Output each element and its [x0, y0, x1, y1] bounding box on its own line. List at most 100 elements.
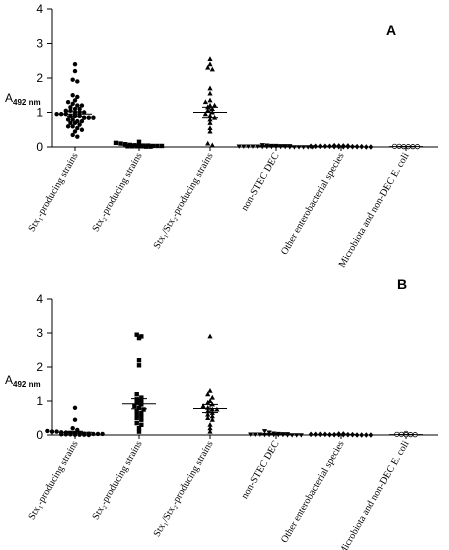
- data-point: [359, 432, 365, 438]
- data-point: [82, 432, 87, 437]
- data-point: [308, 143, 314, 150]
- data-point: [368, 144, 374, 150]
- data-group: [193, 56, 227, 148]
- data-point: [134, 420, 139, 426]
- data-point: [207, 425, 213, 431]
- data-point: [136, 426, 142, 431]
- data-point: [209, 406, 215, 412]
- data-point: [75, 94, 80, 100]
- data-point: [207, 90, 213, 96]
- data-point: [308, 431, 314, 438]
- data-point: [209, 106, 215, 112]
- data-point: [207, 333, 213, 339]
- data-point: [75, 125, 80, 131]
- data-point: [65, 124, 71, 129]
- data-point: [75, 79, 80, 84]
- data-group: [193, 333, 227, 434]
- data-point: [77, 106, 82, 112]
- data-group: [308, 142, 374, 150]
- data-point: [72, 68, 78, 74]
- data-point: [123, 142, 128, 147]
- x-category-label: Microbiota and non-DEC E. coli: [337, 151, 412, 270]
- data-point: [148, 144, 153, 149]
- data-point: [118, 141, 123, 146]
- data-point: [134, 332, 139, 337]
- data-point: [79, 103, 85, 108]
- x-category-label: Microbiota and non-DEC E. coli: [337, 439, 412, 550]
- data-point: [139, 395, 144, 400]
- data-point: [139, 422, 144, 427]
- data-point: [202, 111, 208, 117]
- data-point: [68, 120, 73, 126]
- data-point: [72, 405, 78, 410]
- data-point: [132, 403, 137, 409]
- data-point: [209, 142, 215, 148]
- y-axis-label-subscript: 492 nm: [13, 98, 41, 107]
- data-point: [125, 144, 130, 149]
- data-point: [205, 140, 211, 146]
- y-axis-label: A492 nm: [5, 91, 41, 107]
- data-point: [77, 122, 82, 127]
- data-point: [291, 145, 297, 150]
- data-point: [301, 145, 307, 150]
- data-point: [72, 129, 78, 134]
- data-point: [70, 124, 75, 129]
- x-category-label: non-STEC DEC: [239, 439, 281, 501]
- data-point: [134, 409, 139, 414]
- x-category-label: Stx₂-producing strains: [90, 151, 144, 234]
- data-point: [79, 118, 85, 124]
- data-point: [129, 144, 135, 149]
- y-tick-label: 0: [36, 428, 43, 442]
- data-point: [209, 416, 215, 422]
- data-point: [134, 415, 139, 421]
- data-point: [70, 77, 75, 82]
- data-point: [136, 363, 142, 368]
- data-point: [139, 144, 144, 149]
- x-category-label: Other enterobacterial species: [279, 439, 347, 545]
- data-point: [86, 432, 92, 438]
- data-group: [248, 429, 304, 438]
- x-category-label: Stx₁/Stx₂-producing strains: [152, 439, 216, 539]
- data-point: [134, 412, 139, 417]
- data-point: [363, 144, 369, 150]
- data-point: [205, 399, 211, 405]
- data-point: [143, 144, 149, 149]
- data-point: [205, 408, 211, 414]
- data-point: [200, 403, 206, 409]
- data-point: [207, 85, 213, 91]
- data-point: [139, 410, 144, 416]
- data-point: [205, 107, 211, 113]
- data-point: [141, 407, 146, 412]
- data-point: [65, 117, 71, 122]
- y-axis-label: A492 nm: [5, 373, 41, 389]
- data-group: [45, 405, 105, 438]
- data-group: [113, 139, 165, 149]
- y-axis-label-main: A: [5, 373, 13, 387]
- y-tick-label: 0: [36, 140, 43, 154]
- data-group: [389, 430, 423, 438]
- y-tick-label: 1: [36, 106, 43, 120]
- data-point: [136, 139, 142, 145]
- data-point: [68, 108, 73, 113]
- data-point: [313, 143, 319, 150]
- data-point: [91, 431, 96, 437]
- y-tick-label: 2: [36, 71, 43, 85]
- data-point: [207, 61, 213, 67]
- data-point: [313, 431, 319, 438]
- data-group: [389, 143, 423, 150]
- data-group: [54, 61, 96, 139]
- data-point: [91, 115, 96, 120]
- data-group: [308, 431, 374, 438]
- data-point: [266, 430, 272, 435]
- data-point: [70, 132, 75, 138]
- data-point: [139, 414, 144, 419]
- data-point: [207, 388, 213, 393]
- data-point: [45, 428, 50, 434]
- y-tick-label: 1: [36, 394, 43, 408]
- data-point: [207, 97, 213, 103]
- data-point: [70, 426, 75, 431]
- data-point: [75, 103, 80, 108]
- data-point: [70, 93, 75, 98]
- data-point: [209, 394, 215, 400]
